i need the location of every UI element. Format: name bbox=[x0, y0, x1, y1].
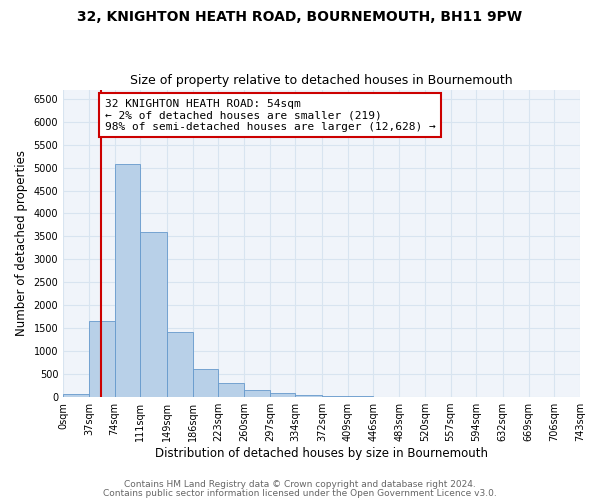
Bar bbox=[89, 322, 115, 397]
Bar bbox=[167, 332, 193, 397]
Y-axis label: Number of detached properties: Number of detached properties bbox=[15, 150, 28, 336]
Title: Size of property relative to detached houses in Bournemouth: Size of property relative to detached ho… bbox=[130, 74, 513, 87]
Text: Contains public sector information licensed under the Open Government Licence v3: Contains public sector information licen… bbox=[103, 489, 497, 498]
Bar bbox=[295, 395, 322, 397]
Text: 32 KNIGHTON HEATH ROAD: 54sqm
← 2% of detached houses are smaller (219)
98% of s: 32 KNIGHTON HEATH ROAD: 54sqm ← 2% of de… bbox=[105, 98, 436, 132]
Bar bbox=[140, 232, 167, 397]
Text: Contains HM Land Registry data © Crown copyright and database right 2024.: Contains HM Land Registry data © Crown c… bbox=[124, 480, 476, 489]
Bar bbox=[244, 390, 270, 397]
Bar bbox=[270, 393, 295, 397]
Bar bbox=[322, 396, 347, 397]
Bar bbox=[347, 396, 373, 397]
Bar bbox=[193, 368, 218, 397]
X-axis label: Distribution of detached houses by size in Bournemouth: Distribution of detached houses by size … bbox=[155, 447, 488, 460]
Bar bbox=[218, 383, 244, 397]
Bar bbox=[63, 394, 89, 397]
Bar bbox=[115, 164, 140, 397]
Text: 32, KNIGHTON HEATH ROAD, BOURNEMOUTH, BH11 9PW: 32, KNIGHTON HEATH ROAD, BOURNEMOUTH, BH… bbox=[77, 10, 523, 24]
